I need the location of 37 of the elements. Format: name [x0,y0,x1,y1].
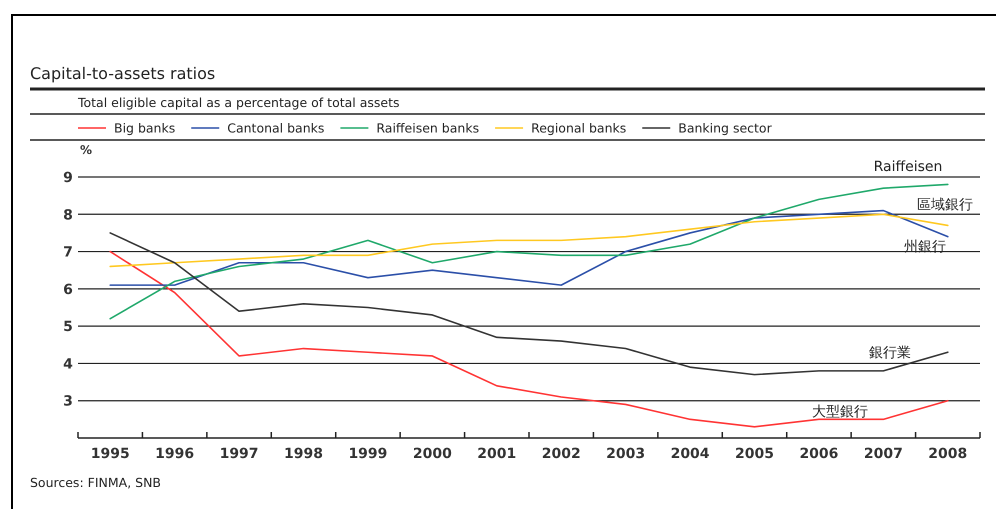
x-tick-label: 2003 [606,446,646,462]
line-series [109,210,949,286]
chart-title: Capital-to-assets ratios [30,64,216,83]
source-note: Sources: FINMA, SNB [30,475,161,490]
x-tick-label: 1995 [90,446,130,462]
x-tick-label: 2006 [799,446,838,462]
x-tick-label: 2001 [477,446,516,462]
legend-label: Big banks [114,120,176,136]
y-tick-label: 4 [63,356,74,372]
line-series [109,213,949,268]
legend-label: Cantonal banks [227,120,324,136]
legend-label: Banking sector [678,120,773,136]
y-tick-label: 9 [63,170,73,186]
x-tick-label: 1998 [284,446,323,462]
x-tick-label: 2002 [542,446,581,462]
x-tick-label: 2007 [864,446,903,462]
y-tick-label: 8 [63,207,73,224]
text: Raiffeisen [874,159,942,175]
x-tick-label: 1997 [220,446,259,462]
x-tick-label: 2008 [928,446,968,462]
chart-subtitle: Total eligible capital as a percentage of total assets [77,95,400,110]
x-tick-label: 2005 [735,446,774,462]
annotation: 銀行業 [869,345,911,361]
y-axis-title: % [80,143,92,157]
legend-label: Raiffeisen banks [376,120,480,136]
x-tick-label: 2004 [670,446,710,462]
y-tick-label: 6 [63,282,73,298]
x-tick-label: 1999 [348,446,388,462]
y-tick-label: 5 [63,319,73,336]
legend-label: Regional banks [531,120,626,136]
annotation: 區域銀行 [917,197,973,213]
annotation: 大型銀行 [812,404,868,420]
x-tick-label: 2000 [412,446,452,462]
line-series [109,232,949,376]
x-tick-label: 1996 [155,446,194,462]
y-tick-label: 3 [63,394,73,410]
y-tick-label: 7 [63,244,73,261]
